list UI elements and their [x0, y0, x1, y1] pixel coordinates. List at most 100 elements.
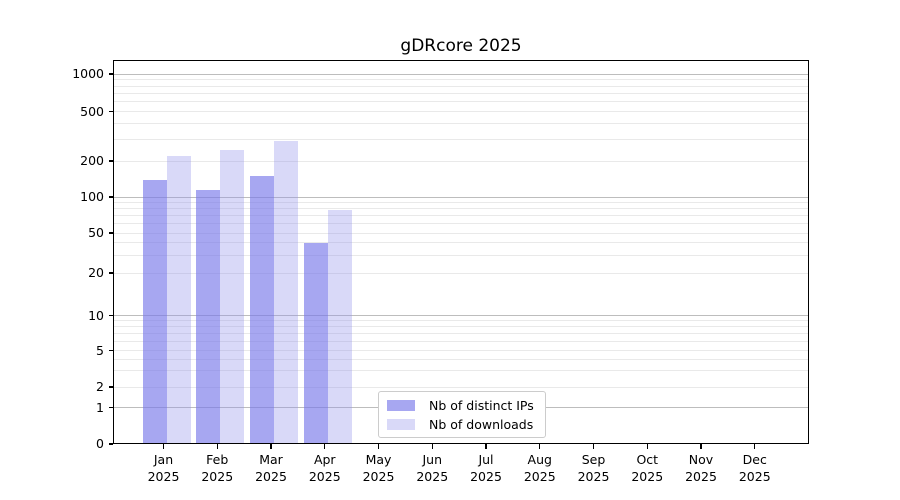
- y-tick-label: 5: [96, 342, 104, 358]
- minor-gridline: [114, 223, 808, 225]
- x-tick-year: 2025: [738, 468, 771, 484]
- x-tick-month: Jun: [422, 452, 443, 467]
- x-tick-year: 2025: [308, 468, 341, 484]
- y-tick-label: 0: [96, 436, 104, 451]
- minor-gridline: [114, 326, 808, 328]
- x-tick-month: Jul: [478, 452, 494, 467]
- y-tick-label: 2: [96, 379, 104, 394]
- y-tick-label: 50: [88, 225, 104, 240]
- x-tick-mark: [431, 444, 433, 449]
- x-tick-month: Oct: [636, 452, 659, 467]
- x-tick-month: Jan: [153, 452, 174, 467]
- y-tick-mark: [109, 349, 113, 352]
- minor-gridline: [114, 92, 808, 94]
- legend-label-distinct-ips: Nb of distinct IPs: [429, 397, 534, 413]
- x-tick-month: May: [365, 452, 392, 467]
- x-tick-year: 2025: [362, 468, 395, 484]
- minor-gridline: [114, 79, 808, 81]
- x-tick-year: 2025: [523, 468, 556, 484]
- x-tick-mark: [646, 444, 648, 449]
- x-tick-label: May 2025: [347, 452, 411, 486]
- x-tick-mark: [324, 444, 326, 449]
- x-tick-month: Nov: [688, 452, 714, 467]
- x-tick-label: Dec 2025: [723, 452, 787, 486]
- legend-item-distinct-ips: Nb of distinct IPs: [379, 398, 545, 413]
- minor-gridline: [114, 208, 808, 210]
- x-tick-mark: [592, 444, 595, 449]
- major-gridline: [114, 315, 808, 316]
- legend: Nb of distinct IPs Nb of downloads: [378, 391, 546, 438]
- bar-downloads: [220, 150, 245, 444]
- minor-gridline: [114, 333, 808, 334]
- minor-gridline: [114, 254, 808, 256]
- y-tick-mark: [109, 73, 113, 75]
- minor-gridline: [114, 358, 808, 360]
- y-tick-mark: [109, 443, 113, 445]
- y-tick-mark: [109, 406, 113, 409]
- x-tick-month: Sep: [581, 452, 606, 467]
- y-tick-label: 10: [88, 307, 104, 323]
- y-tick-label: 200: [80, 153, 104, 168]
- y-tick-mark: [109, 272, 113, 274]
- y-tick-label: 20: [88, 265, 104, 280]
- x-tick-label: Sep 2025: [562, 452, 626, 486]
- x-tick-label: Jan 2025: [132, 452, 196, 486]
- y-tick-mark: [109, 110, 113, 113]
- bar-distinct-ips: [250, 175, 274, 444]
- minor-gridline: [114, 101, 808, 103]
- x-tick-mark: [377, 444, 380, 449]
- x-tick-year: 2025: [147, 468, 180, 484]
- x-tick-label: Apr 2025: [293, 452, 357, 486]
- minor-gridline: [114, 201, 808, 203]
- minor-gridline: [114, 85, 808, 87]
- major-gridline: [114, 196, 808, 198]
- x-tick-year: 2025: [470, 468, 502, 484]
- minor-gridline: [114, 138, 808, 140]
- bar-distinct-ips: [303, 242, 328, 444]
- y-tick-label: 500: [80, 103, 104, 119]
- x-tick-label: Jul 2025: [454, 452, 518, 486]
- y-tick-mark: [109, 196, 113, 198]
- x-tick-year: 2025: [255, 468, 287, 484]
- x-tick-mark: [162, 444, 165, 449]
- minor-gridline: [114, 370, 808, 372]
- legend-swatch-downloads: [387, 418, 415, 430]
- x-tick-label: Feb 2025: [185, 452, 249, 486]
- bar-downloads: [327, 209, 352, 444]
- x-tick-month: Aug: [527, 452, 552, 467]
- x-tick-year: 2025: [416, 468, 449, 484]
- legend-swatch-distinct-ips: [387, 399, 415, 411]
- minor-gridline: [114, 232, 808, 234]
- x-tick-mark: [270, 444, 272, 449]
- major-gridline: [114, 73, 808, 75]
- minor-gridline: [114, 123, 808, 125]
- x-tick-mark: [485, 444, 487, 449]
- bar-distinct-ips: [142, 179, 167, 444]
- chart-title: gDRcore 2025: [400, 36, 522, 56]
- x-tick-month: Feb: [206, 452, 229, 467]
- x-tick-mark: [539, 444, 541, 449]
- y-tick-mark: [109, 314, 113, 317]
- x-tick-label: Mar 2025: [239, 452, 303, 486]
- x-tick-month: Dec: [742, 452, 767, 467]
- minor-gridline: [114, 340, 808, 342]
- legend-label-downloads: Nb of downloads: [429, 416, 534, 432]
- x-tick-mark: [754, 444, 756, 449]
- minor-gridline: [114, 160, 808, 162]
- bar-distinct-ips: [196, 190, 221, 444]
- x-tick-label: Jun 2025: [400, 452, 464, 486]
- minor-gridline: [114, 215, 808, 217]
- x-tick-label: Aug 2025: [508, 452, 572, 486]
- x-tick-month: Mar: [259, 452, 283, 467]
- y-tick-label: 1: [96, 399, 104, 415]
- x-tick-label: Nov 2025: [669, 452, 733, 486]
- x-tick-mark: [700, 444, 702, 449]
- minor-gridline: [114, 111, 808, 112]
- minor-gridline: [114, 350, 808, 351]
- x-tick-year: 2025: [201, 468, 234, 484]
- minor-gridline: [114, 242, 808, 244]
- x-tick-year: 2025: [577, 468, 610, 484]
- x-tick-year: 2025: [685, 468, 717, 484]
- y-tick-mark: [109, 386, 113, 388]
